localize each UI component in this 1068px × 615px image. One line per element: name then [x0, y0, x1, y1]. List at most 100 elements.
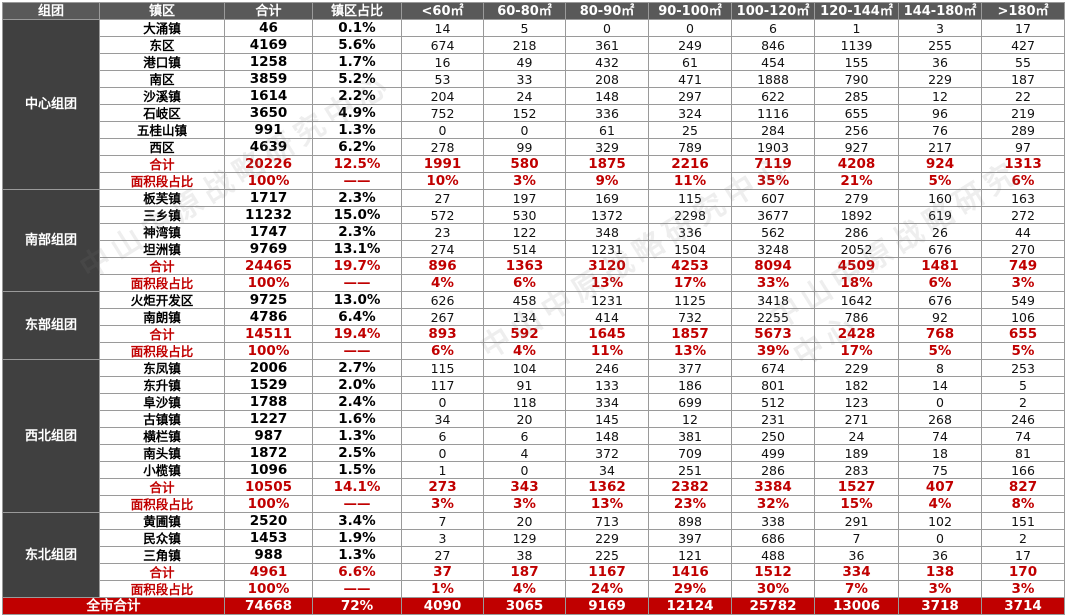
value-cell: 122: [483, 223, 566, 241]
subtotal-row: 合计 24465 19.7% 896 1363 3120 4253 8094 4509 1481 7…: [3, 257, 1065, 275]
value-cell: 6%: [483, 274, 566, 292]
column-header: 120-144㎡: [814, 2, 899, 20]
value-cell: 34: [565, 461, 649, 479]
value-cell: 151: [981, 512, 1065, 530]
value-cell: 22: [981, 87, 1065, 105]
value-cell: 279: [814, 189, 899, 207]
value-cell: 3677: [731, 206, 815, 224]
value-cell: 18: [898, 444, 982, 462]
value-cell: 204: [401, 87, 484, 105]
value-cell: 37: [401, 563, 484, 581]
value-cell: 4%: [401, 274, 484, 292]
value-cell: 278: [401, 138, 484, 156]
value-cell: 155: [814, 53, 899, 71]
value-cell: 3%: [981, 580, 1065, 598]
row-label-cell: 面积段占比: [99, 495, 225, 513]
value-cell: 1512: [731, 563, 815, 581]
share-cell: 19.4%: [312, 325, 402, 343]
table-row: 古镇镇 1227 1.6% 34 20 145 12 231 271 268 246: [3, 410, 1065, 428]
value-cell: 7: [401, 512, 484, 530]
row-label-cell: 阜沙镇: [99, 393, 225, 411]
value-cell: 1: [401, 461, 484, 479]
value-cell: 115: [648, 189, 732, 207]
value-cell: 1313: [981, 155, 1065, 173]
row-label-cell: 合计: [99, 563, 225, 581]
row-label-cell: 南朗镇: [99, 308, 225, 326]
total-cell: 4786: [224, 308, 313, 326]
share-cell: 2.2%: [312, 87, 402, 105]
value-cell: 229: [898, 70, 982, 88]
value-cell: 562: [731, 223, 815, 241]
share-cell: 1.3%: [312, 121, 402, 139]
value-cell: 0: [401, 444, 484, 462]
value-cell: 297: [648, 87, 732, 105]
share-row: 面积段占比 100% —— 10% 3% 9% 11% 35% 21% 5% 6%: [3, 172, 1065, 190]
column-header: 80-90㎡: [565, 2, 649, 20]
value-cell: 1363: [483, 257, 566, 275]
table-row: 三角镇 988 1.3% 27 38 225 121 488 36 36 17: [3, 546, 1065, 564]
value-cell: 27: [401, 189, 484, 207]
value-cell: 3%: [483, 495, 566, 513]
share-cell: 0.1%: [312, 19, 402, 37]
total-cell: 3650: [224, 104, 313, 122]
value-cell: 96: [898, 104, 982, 122]
subtotal-row: 合计 14511 19.4% 893 592 1645 1857 5673 2428 768 655: [3, 325, 1065, 343]
value-cell: 3248: [731, 240, 815, 258]
value-cell: 6: [731, 19, 815, 37]
value-cell: 676: [898, 291, 982, 309]
value-cell: 34: [401, 410, 484, 428]
value-cell: 372: [565, 444, 649, 462]
share-cell: 2.5%: [312, 444, 402, 462]
value-cell: 55: [981, 53, 1065, 71]
value-cell: 5: [483, 19, 566, 37]
table-row: 民众镇 1453 1.9% 3 129 229 397 686 7 0 2: [3, 529, 1065, 547]
value-cell: 134: [483, 308, 566, 326]
value-cell: 26: [898, 223, 982, 241]
total-cell: 2006: [224, 359, 313, 377]
value-cell: 5%: [981, 342, 1065, 360]
value-cell: 33%: [731, 274, 815, 292]
value-cell: 166: [981, 461, 1065, 479]
value-cell: 924: [898, 155, 982, 173]
value-cell: 6: [483, 427, 566, 445]
column-header: 90-100㎡: [648, 2, 732, 20]
total-cell: 988: [224, 546, 313, 564]
value-cell: 283: [814, 461, 899, 479]
value-cell: 1416: [648, 563, 732, 581]
value-cell: 488: [731, 546, 815, 564]
value-cell: 256: [814, 121, 899, 139]
row-label-cell: 南区: [99, 70, 225, 88]
value-cell: 145: [565, 410, 649, 428]
row-label-cell: 南头镇: [99, 444, 225, 462]
value-cell: 29%: [648, 580, 732, 598]
value-cell: 102: [898, 512, 982, 530]
value-cell: 61: [648, 53, 732, 71]
share-cell: 2.7%: [312, 359, 402, 377]
column-header: 组团: [2, 2, 100, 20]
value-cell: 17: [981, 546, 1065, 564]
column-header: <60㎡: [401, 2, 484, 20]
share-cell: ——: [312, 274, 402, 292]
value-cell: 580: [483, 155, 566, 173]
value-cell: 250: [731, 427, 815, 445]
table-row: 小榄镇 1096 1.5% 1 0 34 251 286 283 75 166: [3, 461, 1065, 479]
value-cell: 92: [898, 308, 982, 326]
value-cell: 49: [483, 53, 566, 71]
table-row: 东部组团 火炬开发区 9725 13.0% 626 458 1231 1125 3418 1642…: [2, 291, 1065, 360]
value-cell: 414: [565, 308, 649, 326]
value-cell: 898: [648, 512, 732, 530]
share-row: 面积段占比 100% —— 6% 4% 11% 13% 39% 17% 5% 5%: [3, 342, 1065, 360]
value-cell: 270: [981, 240, 1065, 258]
value-cell: 13%: [648, 342, 732, 360]
header-row: 组团 镇区 合计 镇区占比 <60㎡ 60-80㎡ 80-90㎡ 90-100㎡ 100-120…: [2, 2, 1065, 20]
row-label-cell: 东区: [99, 36, 225, 54]
value-cell: 768: [898, 325, 982, 343]
value-cell: 655: [981, 325, 1065, 343]
row-label-cell: 沙溪镇: [99, 87, 225, 105]
value-cell: 36: [898, 546, 982, 564]
column-header: 60-80㎡: [483, 2, 566, 20]
row-label-cell: 港口镇: [99, 53, 225, 71]
value-cell: 334: [565, 393, 649, 411]
value-cell: 36: [814, 546, 899, 564]
value-cell: 699: [648, 393, 732, 411]
